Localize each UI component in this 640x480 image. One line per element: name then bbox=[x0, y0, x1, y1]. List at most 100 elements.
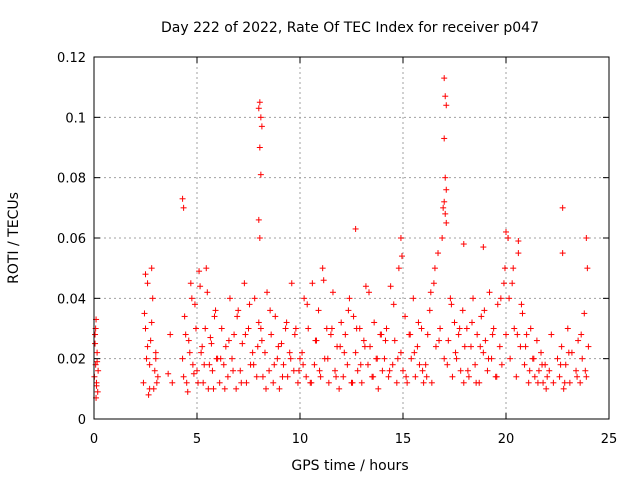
data-point bbox=[515, 238, 522, 245]
data-point bbox=[201, 361, 208, 368]
data-point bbox=[279, 373, 286, 380]
data-point bbox=[418, 325, 425, 332]
data-point bbox=[500, 280, 507, 287]
data-point bbox=[246, 301, 253, 308]
data-point bbox=[286, 349, 293, 356]
data-point bbox=[561, 379, 568, 386]
data-point bbox=[424, 331, 431, 338]
data-point bbox=[208, 340, 215, 347]
y-tick-label: 0.04 bbox=[57, 292, 86, 307]
data-point bbox=[259, 373, 266, 380]
data-point bbox=[482, 337, 489, 344]
data-point bbox=[253, 373, 260, 380]
data-point bbox=[562, 361, 569, 368]
data-point bbox=[559, 204, 566, 211]
data-point bbox=[452, 349, 459, 356]
data-point bbox=[92, 331, 99, 338]
data-point bbox=[441, 355, 448, 362]
data-point bbox=[256, 235, 263, 241]
data-point bbox=[165, 370, 172, 377]
data-point bbox=[419, 367, 426, 374]
data-point bbox=[577, 379, 584, 386]
data-point bbox=[456, 325, 463, 332]
data-point bbox=[391, 337, 398, 344]
data-point bbox=[94, 358, 101, 365]
y-tick-label: 0.06 bbox=[57, 232, 86, 247]
data-point bbox=[255, 319, 262, 326]
data-point bbox=[490, 325, 497, 332]
data-point bbox=[95, 367, 102, 374]
data-point bbox=[382, 337, 389, 344]
data-point bbox=[402, 313, 409, 320]
data-point bbox=[211, 313, 218, 320]
data-point bbox=[325, 379, 332, 386]
data-point bbox=[187, 280, 194, 287]
data-point bbox=[460, 379, 467, 386]
data-point bbox=[194, 367, 200, 374]
data-point bbox=[353, 325, 360, 332]
data-point bbox=[324, 355, 331, 362]
data-point bbox=[94, 388, 101, 395]
data-point bbox=[278, 340, 285, 347]
data-point bbox=[404, 379, 411, 386]
data-point bbox=[144, 280, 151, 287]
data-point bbox=[378, 331, 385, 338]
data-point bbox=[443, 219, 450, 226]
data-point bbox=[574, 373, 581, 380]
data-point bbox=[371, 319, 378, 326]
data-point bbox=[183, 379, 190, 386]
data-point bbox=[357, 361, 364, 368]
data-point bbox=[249, 349, 256, 356]
data-point bbox=[566, 379, 573, 386]
data-point bbox=[205, 385, 212, 392]
data-point bbox=[230, 367, 237, 374]
data-point bbox=[436, 337, 443, 344]
data-point bbox=[274, 355, 281, 362]
data-point bbox=[366, 289, 373, 296]
data-point bbox=[148, 319, 155, 326]
data-point bbox=[256, 144, 263, 151]
data-point bbox=[340, 373, 347, 380]
data-point bbox=[320, 277, 327, 284]
data-point bbox=[144, 343, 151, 350]
data-point bbox=[423, 373, 430, 380]
data-point bbox=[414, 343, 421, 350]
data-point bbox=[484, 367, 491, 374]
data-point bbox=[486, 289, 493, 296]
data-point bbox=[455, 331, 462, 338]
data-point bbox=[338, 319, 345, 326]
data-point bbox=[472, 361, 479, 368]
data-point bbox=[410, 295, 417, 302]
data-point bbox=[443, 186, 450, 193]
data-point bbox=[503, 331, 509, 338]
y-tick-label: 0.08 bbox=[57, 172, 86, 187]
y-tick-label: 0.1 bbox=[65, 111, 86, 126]
data-point bbox=[181, 313, 188, 320]
data-point bbox=[267, 307, 274, 314]
data-point bbox=[442, 93, 449, 100]
data-point bbox=[332, 367, 339, 374]
data-point bbox=[565, 349, 572, 356]
data-point bbox=[464, 367, 471, 374]
data-point bbox=[283, 319, 290, 326]
data-point bbox=[202, 325, 209, 332]
data-point bbox=[400, 367, 406, 374]
data-point bbox=[411, 349, 418, 356]
data-point bbox=[287, 355, 294, 362]
data-point bbox=[257, 171, 264, 178]
data-point bbox=[442, 210, 449, 217]
x-tick-label: 15 bbox=[395, 432, 412, 447]
data-point bbox=[291, 331, 298, 338]
data-point bbox=[149, 295, 156, 302]
data-point bbox=[535, 367, 542, 374]
data-point bbox=[543, 385, 550, 392]
data-point bbox=[439, 235, 446, 241]
data-point bbox=[510, 265, 517, 272]
data-point bbox=[179, 355, 186, 362]
data-point bbox=[352, 349, 359, 356]
y-axis-label: ROTI / TECUs bbox=[6, 192, 22, 284]
data-point bbox=[263, 385, 270, 392]
data-point bbox=[182, 331, 189, 338]
data-point bbox=[457, 367, 464, 374]
data-point bbox=[447, 295, 454, 302]
